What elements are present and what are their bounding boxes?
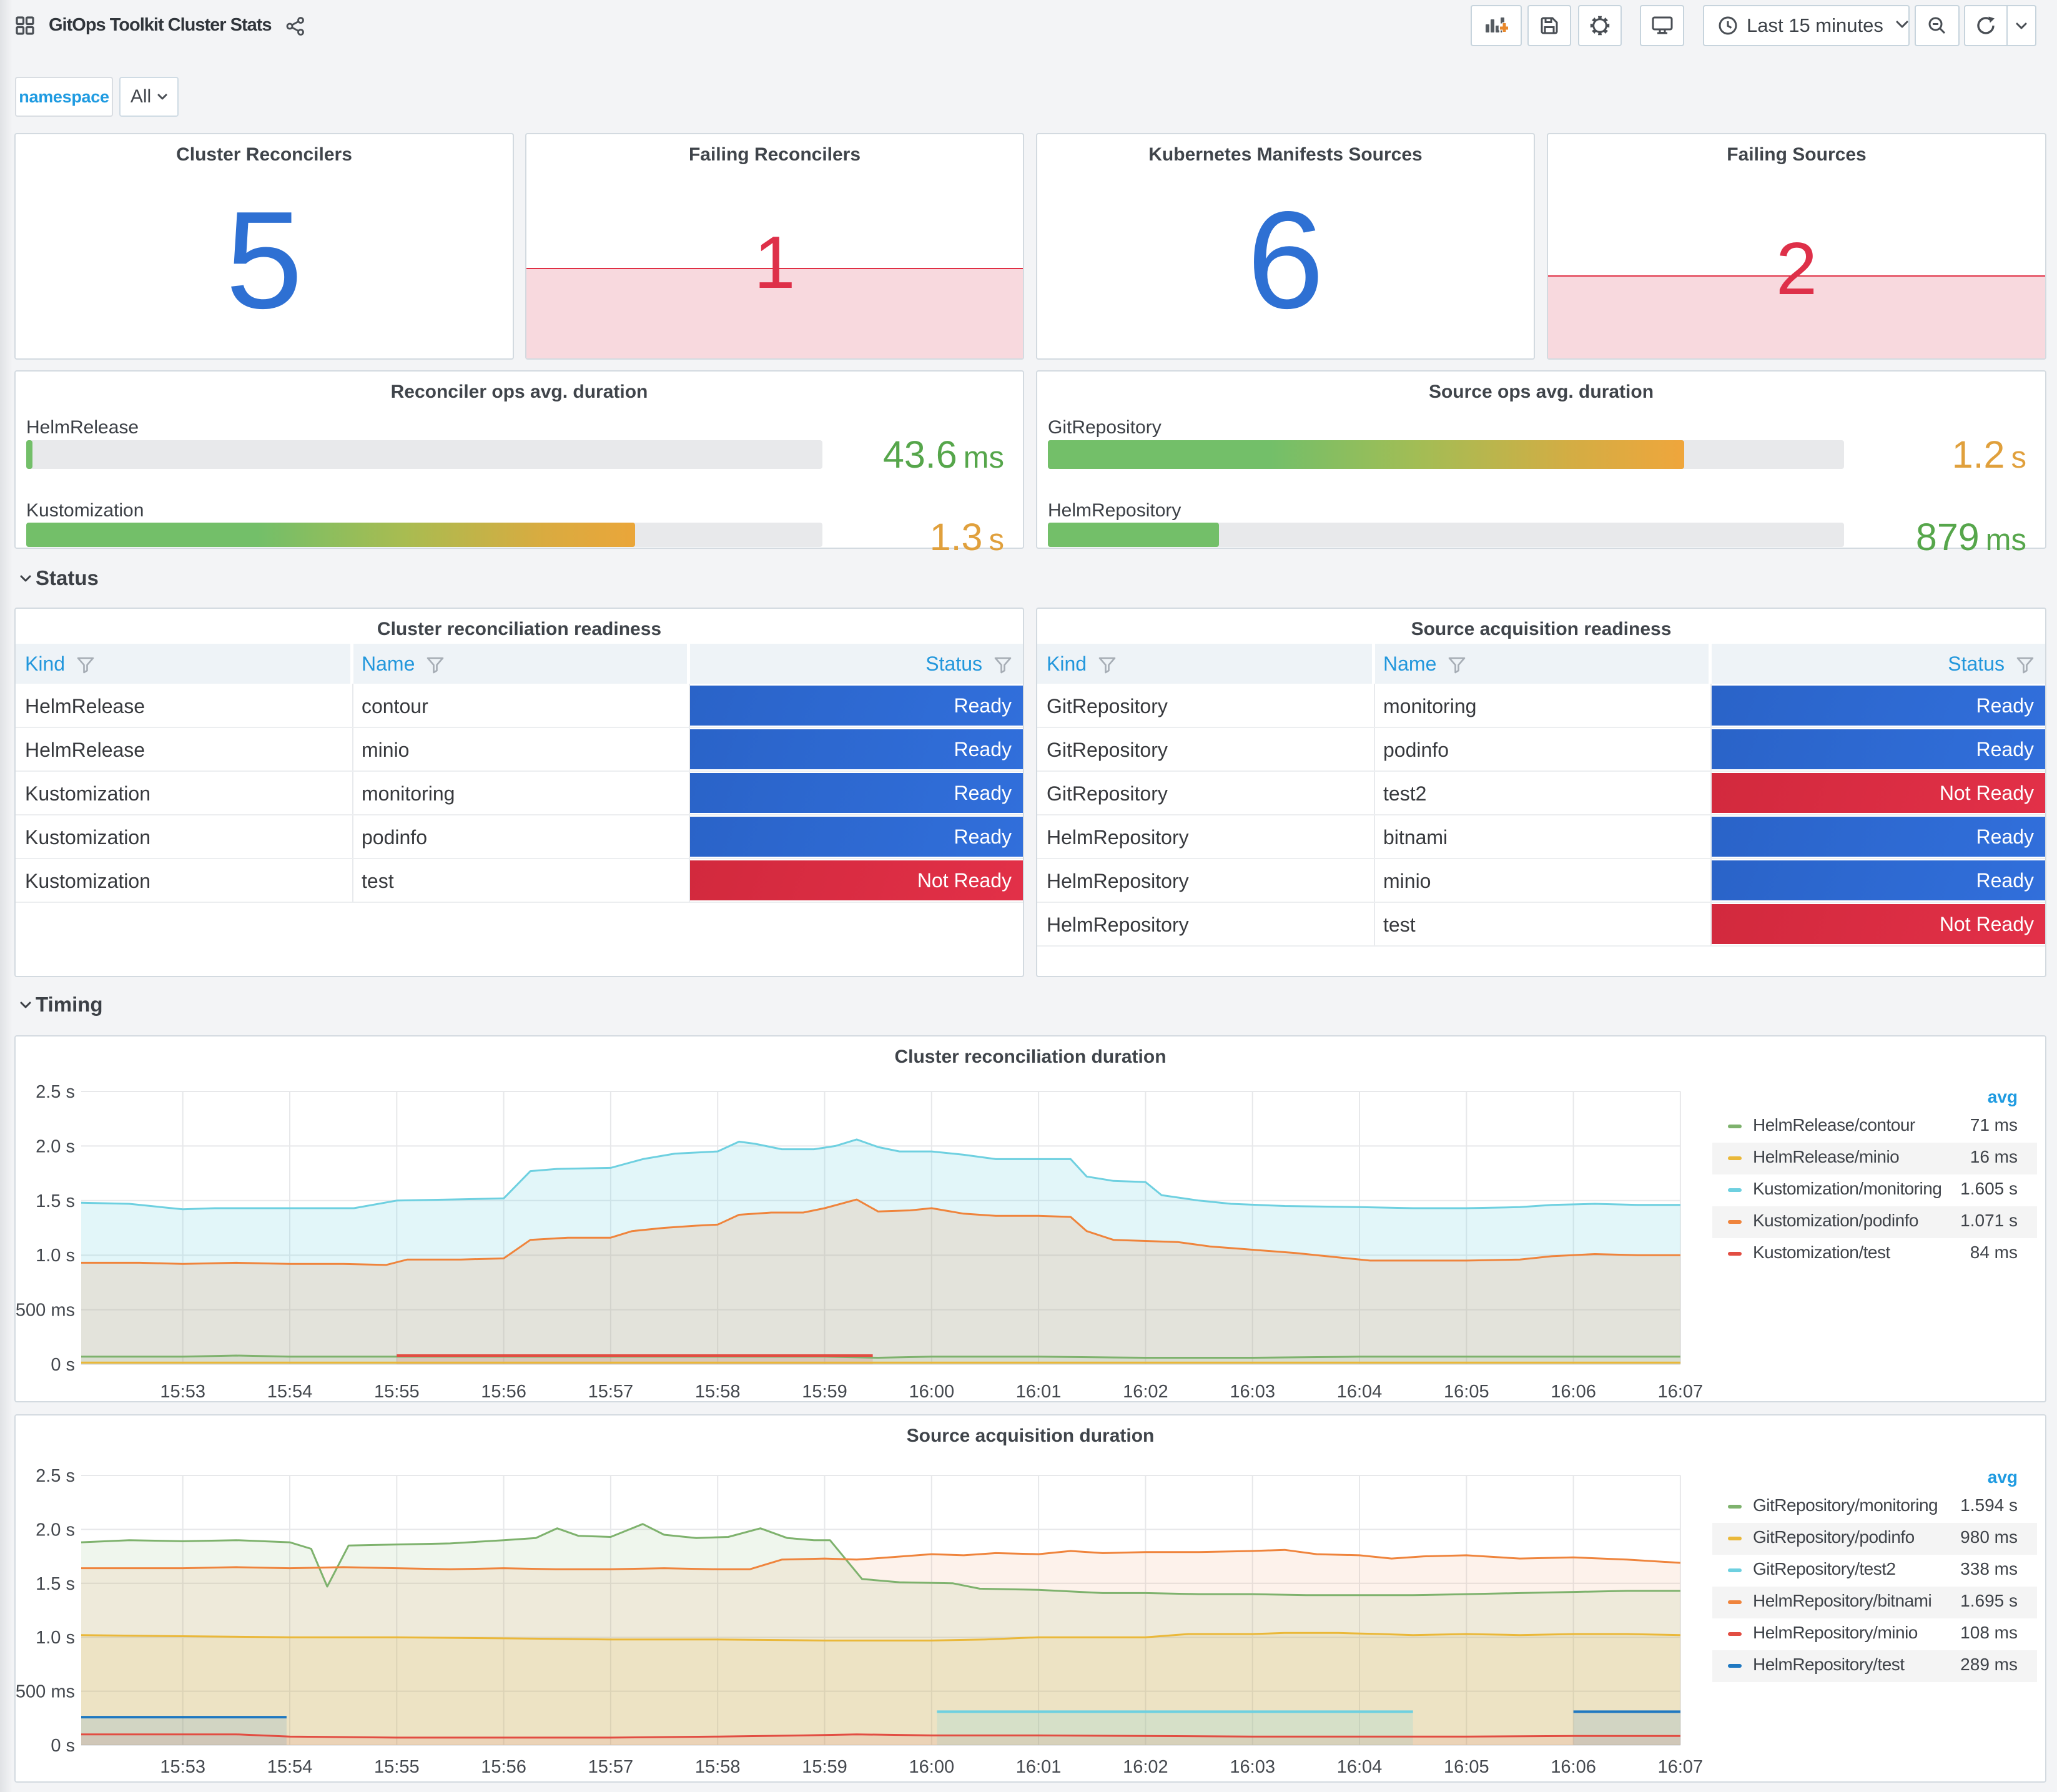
- svg-text:0 s: 0 s: [51, 1736, 75, 1756]
- svg-text:1.0 s: 1.0 s: [36, 1628, 75, 1648]
- svg-text:16:05: 16:05: [1444, 1757, 1489, 1777]
- svg-text:16:05: 16:05: [1444, 1382, 1489, 1401]
- svg-text:16:04: 16:04: [1337, 1757, 1383, 1777]
- svg-text:2.5 s: 2.5 s: [36, 1466, 75, 1486]
- svg-text:16:00: 16:00: [909, 1757, 955, 1777]
- svg-text:0 s: 0 s: [51, 1355, 75, 1375]
- svg-text:1.5 s: 1.5 s: [36, 1574, 75, 1594]
- svg-text:15:56: 15:56: [481, 1382, 526, 1401]
- svg-text:1.0 s: 1.0 s: [36, 1246, 75, 1266]
- svg-text:16:07: 16:07: [1658, 1382, 1704, 1401]
- svg-text:500 ms: 500 ms: [16, 1682, 75, 1702]
- svg-text:15:59: 15:59: [802, 1382, 847, 1401]
- svg-text:15:53: 15:53: [160, 1382, 205, 1401]
- svg-text:15:55: 15:55: [374, 1757, 420, 1777]
- svg-text:16:02: 16:02: [1123, 1382, 1168, 1401]
- svg-text:15:58: 15:58: [695, 1757, 741, 1777]
- svg-text:16:00: 16:00: [909, 1382, 955, 1401]
- svg-text:15:54: 15:54: [267, 1382, 313, 1401]
- svg-text:16:06: 16:06: [1551, 1757, 1596, 1777]
- svg-text:15:59: 15:59: [802, 1757, 847, 1777]
- svg-text:1.5 s: 1.5 s: [36, 1191, 75, 1211]
- svg-text:2.0 s: 2.0 s: [36, 1520, 75, 1540]
- svg-text:15:56: 15:56: [481, 1757, 526, 1777]
- svg-text:16:01: 16:01: [1016, 1757, 1062, 1777]
- svg-text:2.5 s: 2.5 s: [36, 1082, 75, 1102]
- svg-text:16:02: 16:02: [1123, 1757, 1168, 1777]
- svg-text:16:03: 16:03: [1230, 1757, 1275, 1777]
- svg-text:16:03: 16:03: [1230, 1382, 1275, 1401]
- svg-text:16:04: 16:04: [1337, 1382, 1383, 1401]
- svg-text:16:06: 16:06: [1551, 1382, 1596, 1401]
- svg-text:15:54: 15:54: [267, 1757, 313, 1777]
- svg-text:15:55: 15:55: [374, 1382, 420, 1401]
- svg-text:15:57: 15:57: [588, 1757, 634, 1777]
- svg-text:16:07: 16:07: [1658, 1757, 1704, 1777]
- svg-text:500 ms: 500 ms: [16, 1301, 75, 1321]
- svg-text:16:01: 16:01: [1016, 1382, 1062, 1401]
- svg-text:15:53: 15:53: [160, 1757, 205, 1777]
- svg-text:15:58: 15:58: [695, 1382, 741, 1401]
- svg-text:2.0 s: 2.0 s: [36, 1136, 75, 1156]
- svg-text:15:57: 15:57: [588, 1382, 634, 1401]
